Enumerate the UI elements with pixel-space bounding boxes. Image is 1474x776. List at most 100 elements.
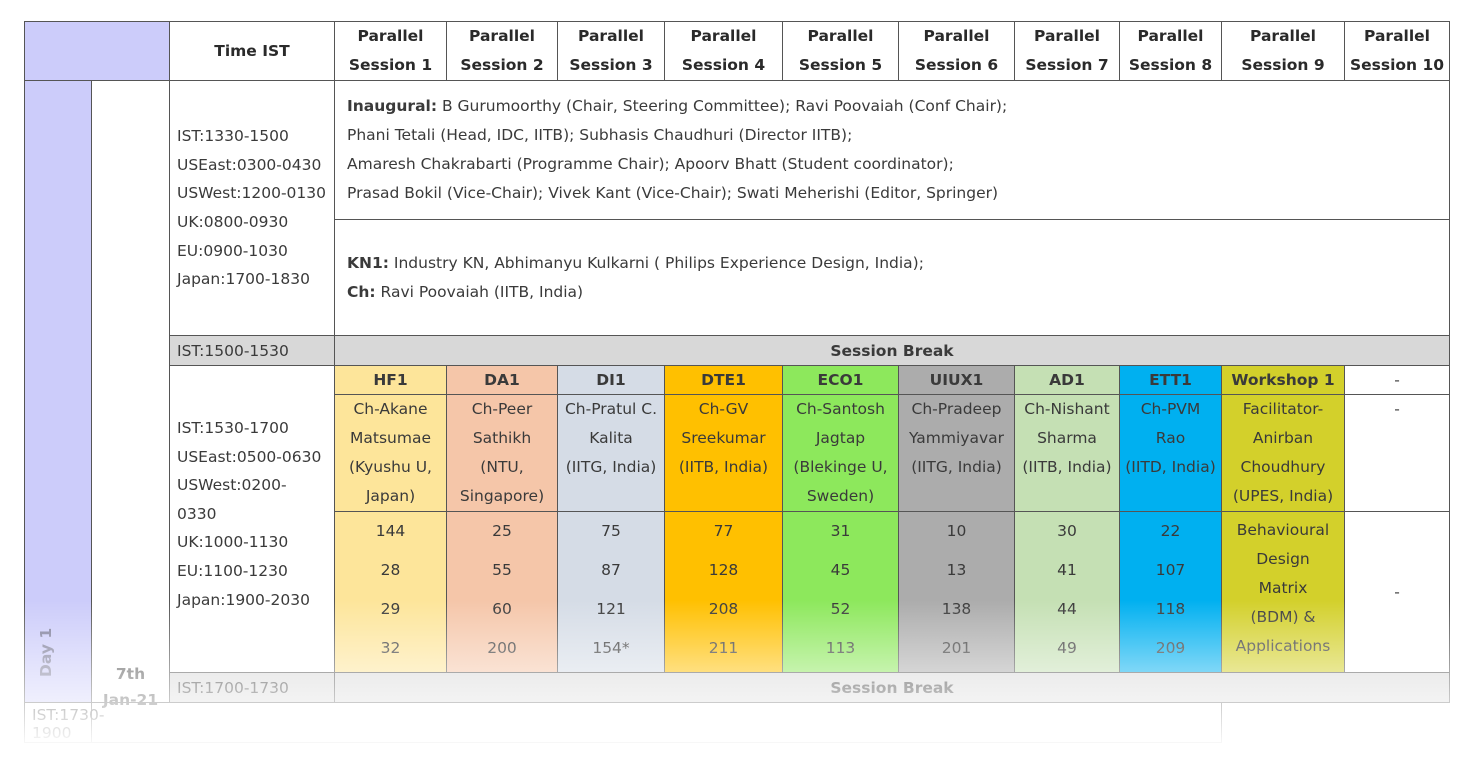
chair-line: Facilitator-	[1242, 400, 1324, 418]
session-chair: Ch-GV Sreekumar (IITB, India)	[664, 394, 783, 512]
session-header-10: Parallel Session 10	[1344, 21, 1450, 81]
slot2-times: IST:1530-1700 USEast:0500-0630 USWest:02…	[169, 365, 335, 673]
chair-line: Sreekumar	[681, 429, 766, 447]
paper-id: 60	[492, 600, 512, 618]
paper-id: 121	[596, 600, 626, 618]
paper-id: 209	[1155, 639, 1186, 657]
chair-line: Singapore)	[459, 487, 545, 505]
paper-list: 30 41 44 49	[1014, 511, 1120, 673]
time-ist: IST:1330-1500	[177, 127, 289, 146]
session-chair: Ch-Pradeep Yammiyavar (IITG, India)	[898, 394, 1015, 512]
keynote-row: KN1: Industry KN, Abhimanyu Kulkarni ( P…	[25, 219, 1450, 336]
session-header-9: Parallel Session 9	[1221, 21, 1345, 81]
chair-line: (IITB, India)	[678, 458, 769, 476]
time-uswest: USWest:1200-0130	[177, 184, 326, 203]
chair-line: Ch-GV	[698, 400, 749, 418]
chair-line: (NTU,	[480, 458, 524, 476]
chair-line: Ch-Pradeep	[911, 400, 1002, 418]
chair-line: Matsumae	[350, 429, 431, 447]
time-japan: Japan:1700-1830	[177, 270, 310, 289]
paper-id: 208	[708, 600, 739, 618]
chair-line: Jagtap	[815, 429, 866, 447]
session-header-8: Parallel Session 8	[1119, 21, 1222, 81]
schedule-table: Time IST Parallel Session 1 Parallel Ses…	[24, 21, 1450, 743]
paper-id: 77	[713, 522, 734, 540]
slot1-times: IST:1330-1500 USEast:0300-0430 USWest:12…	[169, 80, 335, 336]
session-header-3: Parallel Session 3	[557, 21, 665, 81]
session-code: Workshop 1	[1221, 365, 1345, 395]
paper-id: 32	[380, 639, 401, 657]
time-uswest: USWest:0200-	[177, 476, 287, 495]
time-eu: EU:1100-1230	[177, 561, 288, 580]
workshop-description: Behavioural Design Matrix (BDM) & Applicatio…	[1221, 511, 1345, 673]
session-header-7: Parallel Session 7	[1014, 21, 1120, 81]
chair-line: Ch-PVM	[1140, 400, 1201, 418]
session-code: HF1	[334, 365, 447, 395]
session-code: AD1	[1014, 365, 1120, 395]
kn1-label: KN1:	[347, 253, 389, 272]
slot3-cell	[91, 702, 1222, 743]
paper-id: 29	[380, 600, 401, 618]
paper-id: 128	[708, 561, 739, 579]
chair-line: (IITD, India)	[1125, 458, 1216, 476]
session-code: UIUX1	[898, 365, 1015, 395]
time-eu: EU:0900-1030	[177, 241, 288, 260]
paper-id: 154*	[592, 639, 630, 657]
chair-line: Sharma	[1037, 429, 1097, 447]
time-column-header: Time IST	[169, 21, 335, 81]
corner-cell	[24, 21, 170, 81]
chair-line: Yammiyavar	[908, 429, 1005, 447]
paper-id: 45	[830, 561, 851, 579]
paper-list: 25 55 60 200	[446, 511, 558, 673]
day-column: Day 1	[24, 80, 92, 703]
paper-list: 10 13 138 201	[898, 511, 1015, 673]
workshop-line: Applications	[1235, 637, 1331, 655]
chair-line: Anirban	[1252, 429, 1314, 447]
time-japan: Japan:1900-2030	[177, 590, 310, 609]
paper-list: 22 107 118 209	[1119, 511, 1222, 673]
session-header-5: Parallel Session 5	[782, 21, 899, 81]
chair-line: (Blekinge U,	[793, 458, 888, 476]
session-code: DI1	[557, 365, 665, 395]
session-header-6: Parallel Session 6	[898, 21, 1015, 81]
session-code: DA1	[446, 365, 558, 395]
paper-id: 138	[941, 600, 972, 618]
chair-line: Japan)	[365, 487, 416, 505]
session10-empty: -	[1344, 365, 1450, 395]
keynote-cell: KN1: Industry KN, Abhimanyu Kulkarni ( P…	[334, 219, 1450, 336]
workshop-line: (BDM) &	[1250, 608, 1316, 626]
paper-id: 25	[492, 522, 512, 540]
chair-line: Ch-Pratul C.	[564, 400, 658, 418]
session-code: ETT1	[1119, 365, 1222, 395]
session-header-2: Parallel Session 2	[446, 21, 558, 81]
paper-list: 75 87 121 154*	[557, 511, 665, 673]
paper-id: 144	[375, 522, 406, 540]
break-row: IST:1700-1730 Session Break	[25, 672, 1450, 703]
paper-id: 10	[946, 522, 967, 540]
workshop-line: Matrix	[1258, 579, 1308, 597]
session-chair: Ch-Santosh Jagtap (Blekinge U, Sweden)	[782, 394, 899, 512]
session-chair: Ch-Nishant Sharma (IITB, India)	[1014, 394, 1120, 512]
session-header-4: Parallel Session 4	[664, 21, 783, 81]
paper-id: 211	[708, 639, 739, 657]
inaugural-line: Phani Tetali (Head, IDC, IITB); Subhasis…	[347, 126, 853, 144]
chair-line: Ch-Nishant	[1024, 400, 1110, 418]
chair-line: Sathikh	[472, 429, 532, 447]
chair-line: Ch-Peer	[471, 400, 533, 418]
chair-line: (IITG, India)	[565, 458, 657, 476]
session10-empty: -	[1344, 511, 1450, 673]
paper-id: 87	[601, 561, 621, 579]
break-row: IST:1500-1530 Session Break	[25, 335, 1450, 366]
session-code: DTE1	[664, 365, 783, 395]
time-useast: USEast:0300-0430	[177, 155, 322, 174]
date-line-2: Jan-21	[102, 691, 159, 709]
chair-line: (IITB, India)	[1022, 458, 1112, 476]
chair-line: Kalita	[589, 429, 633, 447]
session-code-row: IST:1530-1700 USEast:0500-0630 USWest:02…	[25, 365, 1450, 673]
ch-text: Ravi Poovaiah (IITB, India)	[380, 282, 584, 301]
session-chair: Facilitator- Anirban Choudhury (UPES, India…	[1221, 394, 1345, 512]
ch-label: Ch:	[347, 282, 376, 301]
chair-line: Ch-Santosh	[796, 400, 885, 418]
chair-line: Ch-Akane	[353, 400, 428, 418]
chair-line: Rao	[1155, 429, 1186, 447]
